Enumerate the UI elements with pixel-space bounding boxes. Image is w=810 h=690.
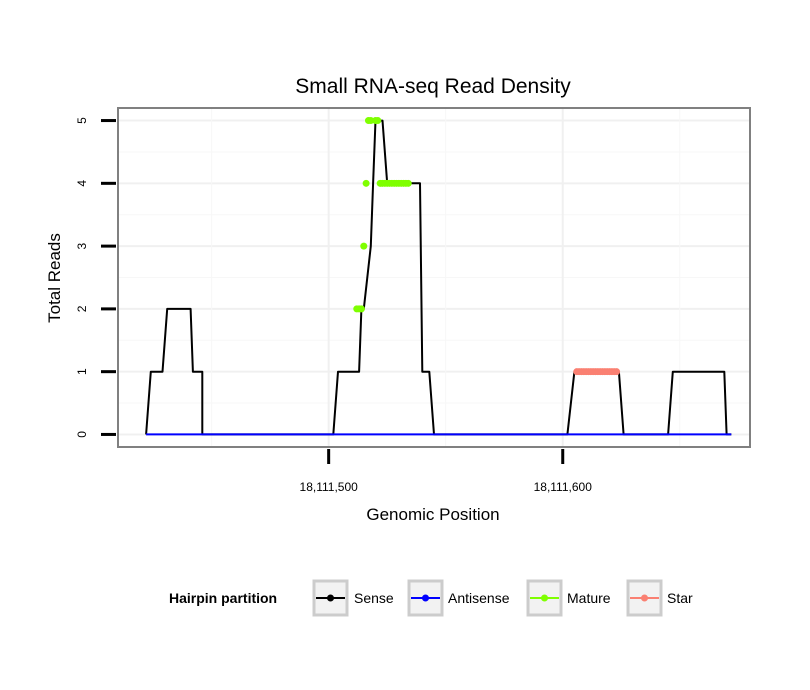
legend-key-point bbox=[641, 594, 648, 602]
legend-items: Sense Antisense Mature Star bbox=[312, 579, 693, 617]
y-tick-label: 5 bbox=[75, 117, 89, 124]
series-layer bbox=[145, 117, 732, 436]
grid-lines bbox=[118, 108, 750, 447]
legend-item-sense: Sense bbox=[312, 579, 394, 617]
data-point-mature bbox=[357, 305, 365, 313]
x-tick-label: 18,111,600 bbox=[534, 480, 593, 494]
y-tick-label: 2 bbox=[75, 305, 89, 312]
y-tick-label: 4 bbox=[75, 180, 89, 187]
legend-key-point bbox=[422, 594, 429, 602]
data-point-mature bbox=[362, 179, 370, 187]
chart-title: Small RNA-seq Read Density bbox=[295, 75, 571, 98]
plot-border bbox=[117, 107, 751, 448]
y-tick-label: 1 bbox=[75, 368, 89, 375]
legend-item-antisense: Antisense bbox=[407, 579, 510, 617]
legend-key-point bbox=[327, 594, 334, 602]
data-point-mature bbox=[360, 242, 368, 250]
legend-label-antisense: Antisense bbox=[448, 590, 510, 606]
y-axis-title: Total Reads bbox=[45, 233, 64, 323]
legend-key-point bbox=[541, 594, 548, 602]
data-point-mature bbox=[404, 179, 412, 187]
y-tick-label: 0 bbox=[75, 431, 89, 438]
legend-label-star: Star bbox=[667, 590, 693, 606]
x-axis: 18,111,500 18,111,600 bbox=[300, 449, 593, 494]
legend-label-mature: Mature bbox=[567, 590, 611, 606]
legend: Hairpin partition Sense Antisense Mature St… bbox=[169, 579, 693, 617]
y-tick-label: 3 bbox=[75, 242, 89, 249]
legend-item-mature: Mature bbox=[526, 579, 611, 617]
legend-label-sense: Sense bbox=[354, 590, 394, 606]
data-point-mature bbox=[374, 117, 382, 125]
legend-title: Hairpin partition bbox=[169, 590, 277, 606]
legend-item-star: Star bbox=[626, 579, 693, 617]
plot-panel bbox=[117, 107, 751, 448]
y-axis: 0 1 2 3 4 5 bbox=[75, 117, 116, 438]
x-axis-title: Genomic Position bbox=[366, 505, 499, 524]
x-tick-label: 18,111,500 bbox=[300, 480, 359, 494]
data-point-star bbox=[613, 368, 621, 376]
